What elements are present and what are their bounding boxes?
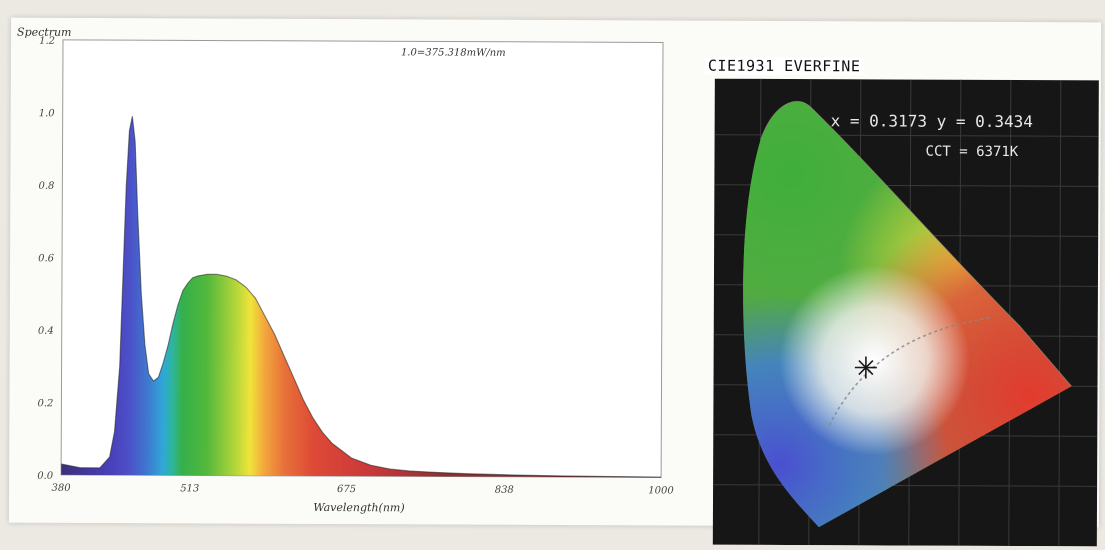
- y-tick-label: 0.0: [37, 471, 54, 482]
- x-tick-label: 380: [51, 483, 71, 494]
- y-tick-label: 0.6: [38, 253, 55, 264]
- cie-title: CIE1931 EVERFINE: [705, 57, 864, 76]
- spectrum-scale-annotation: 1.0=375.318mW/nm: [401, 47, 506, 58]
- y-tick-label: 0.8: [38, 181, 54, 192]
- y-tick-label: 1.2: [39, 36, 55, 47]
- x-tick-label: 1000: [648, 485, 674, 496]
- cct-readout: CCT = 6371K: [925, 144, 1018, 160]
- x-axis-ticks: 380 513 675 838 1000: [51, 483, 674, 497]
- chromaticity-xy-readout: x = 0.3173 y = 0.3434: [831, 111, 1033, 131]
- cie-panel: CIE1931 EVERFINE x = 0.3173 y = 0.3434 C…: [699, 35, 1101, 547]
- x-axis-label: Wavelength(nm): [313, 501, 404, 514]
- y-axis-ticks: 0.0 0.2 0.4 0.6 0.8 1.0 1.2: [37, 36, 55, 482]
- spectrum-chart: Spectrum 1.0=375.318mW/nm 0.00.20.40.60.…: [9, 18, 701, 526]
- x-tick-label: 675: [337, 484, 356, 495]
- y-tick-label: 0.4: [38, 326, 54, 337]
- y-tick-label: 1.0: [39, 108, 56, 119]
- x-tick-label: 513: [180, 483, 199, 494]
- y-tick-label: 0.2: [37, 398, 53, 409]
- x-tick-label: 838: [495, 485, 514, 496]
